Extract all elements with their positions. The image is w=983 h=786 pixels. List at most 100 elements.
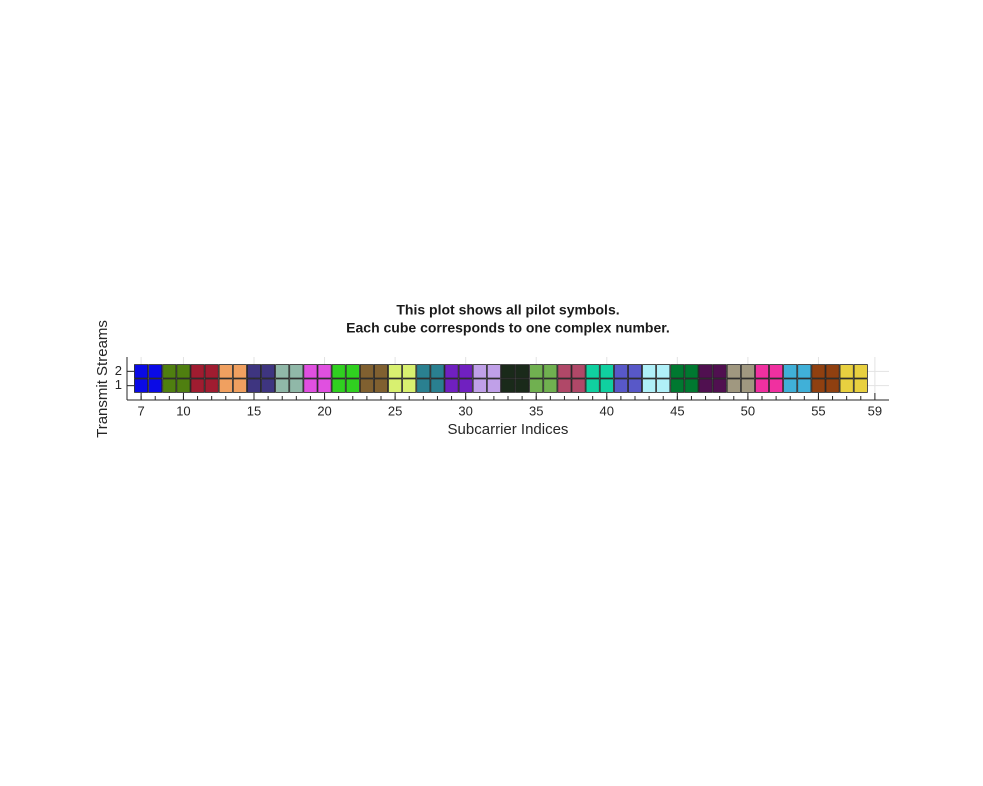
pilot-cube [289,364,304,379]
pilot-cube [232,364,247,379]
pilot-cube [289,378,304,393]
pilot-cube [246,364,262,379]
pilot-cube [684,378,699,393]
pilot-cube [472,378,487,393]
pilot-cube [811,378,826,393]
pilot-cube [303,378,318,393]
pilot-cube [698,364,713,379]
pilot-cube [726,364,741,379]
pilot-cube [656,364,671,379]
pilot-cube [261,364,276,379]
pilot-cube [458,378,473,393]
pilot-cube [416,378,431,393]
pilot-cube [797,378,812,393]
pilot-cube [769,364,784,379]
pilot-cube [359,364,374,379]
x-tick-label: 59 [868,403,882,418]
pilot-cube [740,364,755,379]
chart-title: Each cube corresponds to one complex num… [346,320,670,336]
pilot-cube [402,364,417,379]
pilot-cube [712,378,727,393]
pilot-cube [430,378,445,393]
pilot-cube [613,378,628,393]
pilot-cube [599,364,614,379]
pilot-cube [190,378,205,393]
pilot-cube [627,378,643,393]
pilot-cube [134,364,149,379]
pilot-cube [246,378,262,393]
pilot-cube [331,364,346,379]
pilot-cube [656,378,671,393]
x-tick-label: 7 [137,403,144,418]
pilot-cube [515,364,530,379]
pilot-cube [670,378,685,393]
x-tick-label: 40 [600,403,614,418]
pilot-cube [204,378,219,393]
pilot-cube [402,378,417,393]
pilot-cube [825,378,840,393]
pilot-cube [162,378,177,393]
pilot-cube [543,378,558,393]
x-tick-label: 25 [388,403,402,418]
pilot-cube [430,364,445,379]
pilot-cube [754,378,770,393]
pilot-cube [825,364,840,379]
pilot-cube [613,364,628,379]
pilot-cube [853,378,868,393]
pilot-cube [176,378,191,393]
pilot-cube [148,364,163,379]
pilot-cube [726,378,741,393]
pilot-cube [811,364,826,379]
pilot-cube [712,364,727,379]
x-tick-label: 20 [317,403,331,418]
pilot-cube [176,364,191,379]
pilot-cube [388,364,403,379]
x-tick-label: 50 [741,403,755,418]
x-tick-label: 55 [811,403,825,418]
x-tick-label: 35 [529,403,543,418]
pilot-cube [486,364,501,379]
pilot-cube [472,364,487,379]
pilot-cube [585,378,600,393]
pilot-cube [839,378,854,393]
pilot-cube [642,364,657,379]
pilot-cube [571,364,586,379]
pilot-cube [783,364,798,379]
x-axis-label: Subcarrier Indices [448,421,569,438]
pilot-cube [359,378,374,393]
pilot-cube [190,364,205,379]
pilot-cube [557,364,572,379]
pilot-cube [557,378,572,393]
pilot-cube [599,378,614,393]
pilot-cube [373,378,389,393]
pilot-cube [684,364,699,379]
pilot-cube [529,364,544,379]
pilot-cube [444,364,459,379]
chart-title: This plot shows all pilot symbols. [396,302,619,318]
pilot-cube [204,364,219,379]
pilot-cube [416,364,431,379]
pilot-cube [769,378,784,393]
pilot-cube [275,378,290,393]
pilot-cube [515,378,530,393]
pilot-cube [388,378,403,393]
pilot-cube [162,364,177,379]
pilot-cube [571,378,586,393]
pilot-cube [783,378,798,393]
pilot-cube [444,378,459,393]
pilot-cube [698,378,713,393]
pilot-cube [458,364,473,379]
x-tick-label: 30 [458,403,472,418]
pilot-cube [740,378,755,393]
pilot-cube [585,364,600,379]
x-tick-label: 45 [670,403,684,418]
x-tick-label: 15 [247,403,261,418]
pilot-cube [331,378,346,393]
pilot-cube [543,364,558,379]
y-tick-label: 2 [115,363,122,378]
y-axis-label: Transmit Streams [94,320,111,438]
pilot-cube [148,378,163,393]
pilot-cube [345,378,360,393]
pilot-cube [317,378,332,393]
